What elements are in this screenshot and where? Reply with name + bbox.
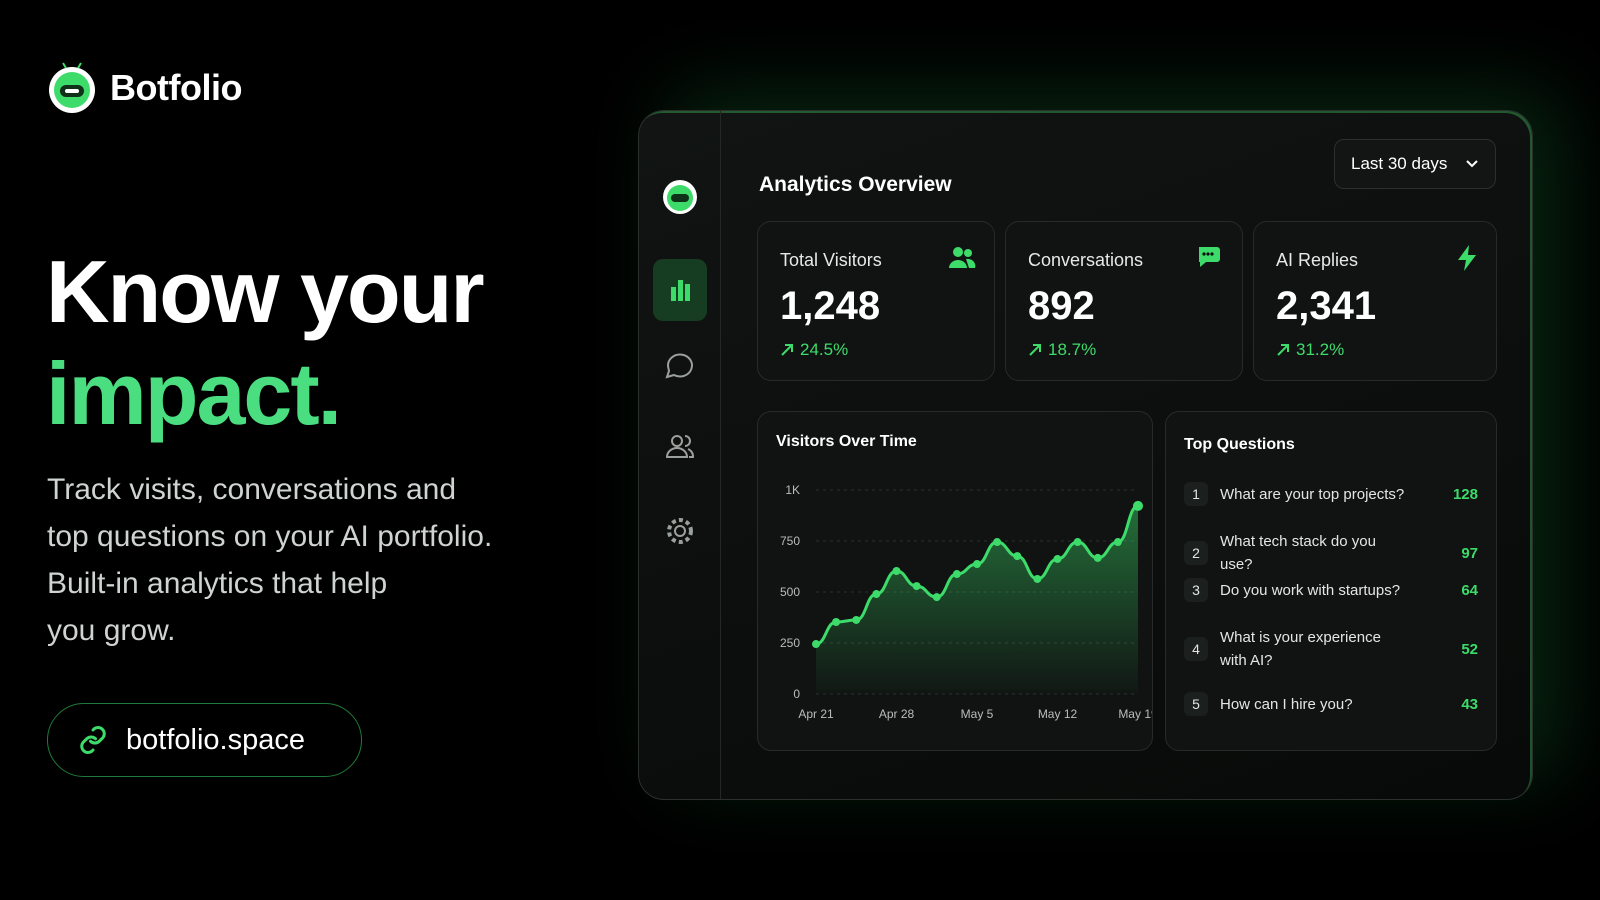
questions-title: Top Questions <box>1184 436 1295 453</box>
up-arrow <box>1277 344 1289 356</box>
question-text: How can I hire you? <box>1220 695 1353 713</box>
stat-label: Conversations <box>1028 250 1144 270</box>
stat-change-value: 18.7% <box>1048 340 1097 359</box>
y-tick-label: 500 <box>780 585 800 599</box>
question-text: What tech stack do you use? <box>1220 533 1376 573</box>
x-tick-label: Apr 21 <box>798 707 834 721</box>
question-count: 97 <box>1461 544 1478 562</box>
point <box>993 538 1002 547</box>
stat-value: 2,341 <box>1276 284 1377 328</box>
line-chart: Visitors Over Time 0 250 500 750 1K Apr 21 Apr… <box>776 433 1158 721</box>
point <box>872 590 881 599</box>
question-count: 128 <box>1452 485 1478 503</box>
question-row: 2 What tech stack do you use? 97 <box>1184 530 1478 576</box>
link-text: botfolio.space <box>126 723 305 756</box>
point <box>812 640 820 649</box>
question-count: 43 <box>1461 695 1478 713</box>
bolt-icon <box>1458 245 1476 271</box>
y-tick-label: 250 <box>780 636 800 650</box>
question-rank: 5 <box>1184 692 1208 716</box>
question-rank: 2 <box>1184 541 1208 565</box>
question-count: 64 <box>1461 581 1478 599</box>
point <box>1033 574 1042 583</box>
sidebar <box>639 111 721 799</box>
description-line: Built-in analytics that help <box>47 567 388 600</box>
headline-highlight: impact. <box>46 344 342 443</box>
brand-logo <box>49 62 95 113</box>
question-count: 52 <box>1461 640 1478 658</box>
y-tick-label: 750 <box>780 534 800 548</box>
chat-icon <box>1199 247 1220 267</box>
link-icon <box>80 726 106 754</box>
chevron <box>1466 160 1478 168</box>
point <box>1093 553 1102 562</box>
question-rank: 4 <box>1184 637 1208 661</box>
stat-card: AI Replies 2,341 31.2% <box>1253 221 1497 381</box>
point <box>892 566 901 575</box>
questions-card: Top Questions 1 What are your top project… <box>1165 411 1497 751</box>
question-text: What are your top projects? <box>1220 485 1405 503</box>
stat-change: 18.7% <box>1028 340 1096 360</box>
question-row: 4 What is your experience with AI? 52 <box>1184 626 1478 672</box>
question-row: 3 Do you work with startups? 64 <box>1184 578 1478 602</box>
stat-change-value: 24.5% <box>800 340 849 359</box>
range-dropdown[interactable]: Last 30 days <box>1334 139 1496 189</box>
description-line: you grow. <box>47 614 176 647</box>
x-tick-label: May 19 <box>1118 707 1152 721</box>
question-rank: 1 <box>1184 482 1208 506</box>
point <box>1053 554 1062 563</box>
area-fill <box>816 505 1138 694</box>
point <box>1113 538 1122 547</box>
stat-value: 1,248 <box>780 284 881 328</box>
x-tick-label: May 5 <box>961 707 994 721</box>
stat-change-value: 31.2% <box>1296 340 1345 359</box>
y-tick-label: 0 <box>793 687 800 701</box>
stat-card: Total Visitors 1,248 24.5% <box>757 221 995 381</box>
chart-title: Visitors Over Time <box>776 433 917 450</box>
dashboard: Analytics Overview Last 30 days Total Vi… <box>638 110 1533 800</box>
headline: Know your <box>46 242 485 341</box>
point <box>1073 538 1082 547</box>
point <box>912 582 921 591</box>
point <box>1013 552 1022 561</box>
x-tick-label: May 12 <box>1038 707 1078 721</box>
sidebar-icons <box>653 180 707 544</box>
users-icon <box>949 247 976 268</box>
x-tick-label: Apr 28 <box>879 707 915 721</box>
stat-change: 24.5% <box>780 340 848 360</box>
point <box>1133 500 1143 511</box>
point <box>952 570 961 579</box>
point <box>932 593 941 602</box>
question-rank: 3 <box>1184 578 1208 602</box>
dashboard-title: Analytics Overview <box>759 173 952 196</box>
brand-name: Botfolio <box>110 67 242 108</box>
brand: Botfolio <box>46 62 242 114</box>
question-text: Do you work with startups? <box>1220 581 1401 599</box>
stat-card: Conversations 892 18.7% <box>1005 221 1243 381</box>
site-link[interactable]: botfolio.space <box>47 703 362 777</box>
stat-value: 892 <box>1028 284 1095 328</box>
up-arrow <box>781 344 793 356</box>
point <box>852 615 861 624</box>
chart-card: Visitors Over Time 0 250 500 750 1K Apr 21 Apr… <box>757 411 1158 751</box>
point <box>832 617 841 626</box>
description-line: Track visits, conversations and <box>47 473 457 506</box>
stat-label: AI Replies <box>1276 250 1359 270</box>
description-line: top questions on your AI portfolio. <box>47 520 493 553</box>
question-text: What is your experience with AI? <box>1220 629 1381 669</box>
stat-change: 31.2% <box>1276 340 1344 360</box>
stat-label: Total Visitors <box>780 250 882 270</box>
question-row: 1 What are your top projects? 128 <box>1184 482 1478 506</box>
point <box>973 560 981 569</box>
question-row: 5 How can I hire you? 43 <box>1184 692 1478 716</box>
range-label: Last 30 days <box>1351 154 1448 173</box>
up-arrow <box>1029 344 1041 356</box>
y-tick-label: 1K <box>785 483 800 497</box>
description: Track visits, conversations and top ques… <box>47 466 492 654</box>
